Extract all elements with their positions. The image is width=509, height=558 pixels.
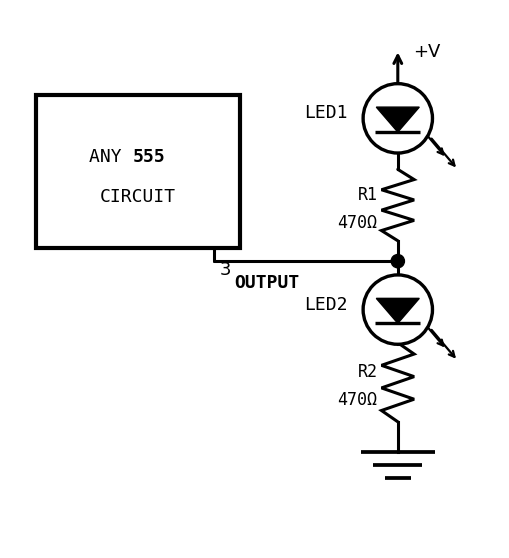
Text: LED2: LED2 (304, 296, 347, 314)
Polygon shape (376, 299, 418, 323)
Text: R2: R2 (357, 363, 377, 381)
Circle shape (390, 254, 404, 268)
Text: ANY: ANY (89, 148, 132, 166)
Text: LED1: LED1 (304, 104, 347, 122)
Text: 470Ω: 470Ω (337, 391, 377, 409)
Text: R1: R1 (357, 186, 377, 204)
Text: 3: 3 (219, 261, 231, 279)
Circle shape (362, 275, 432, 344)
Circle shape (362, 84, 432, 153)
Text: OUTPUT: OUTPUT (234, 274, 299, 292)
Text: 555: 555 (132, 148, 165, 166)
Polygon shape (376, 107, 418, 132)
Bar (36, 95, 239, 248)
Text: +V: +V (412, 43, 440, 61)
Text: CIRCUIT: CIRCUIT (99, 189, 176, 206)
Text: 470Ω: 470Ω (337, 214, 377, 232)
